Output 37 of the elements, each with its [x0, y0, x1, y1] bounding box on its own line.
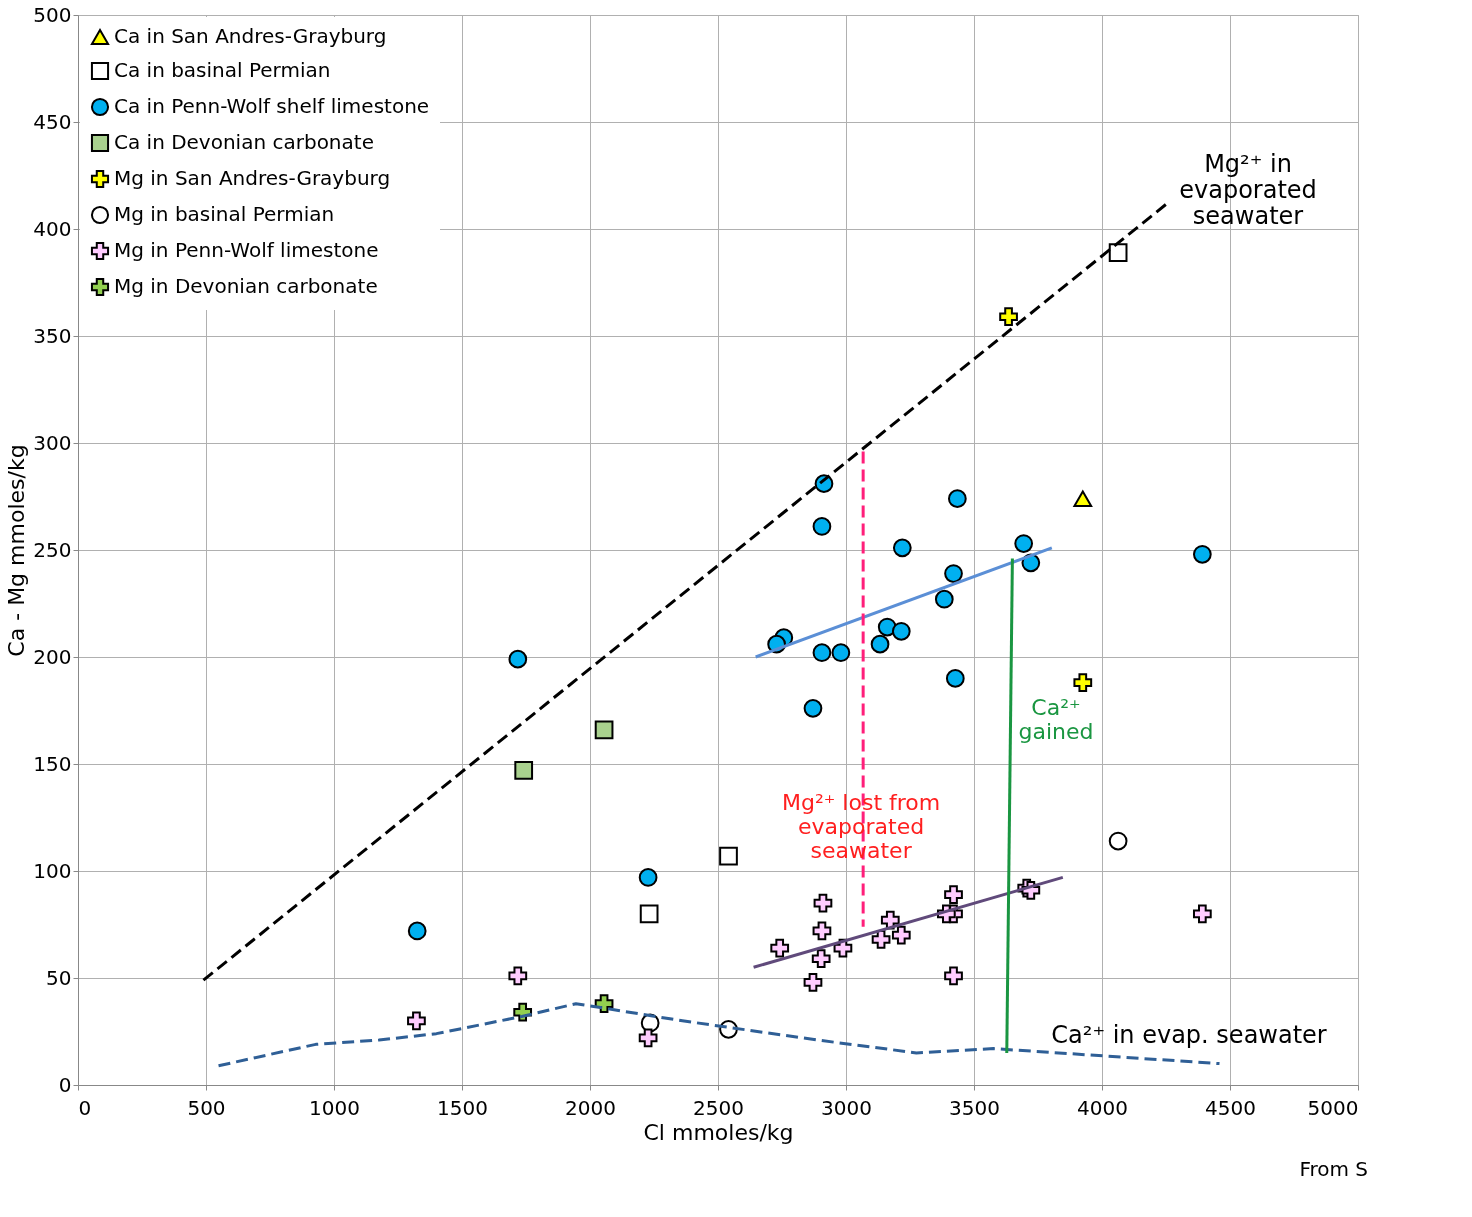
x-tick-label: 4500	[1205, 1095, 1256, 1120]
y-tick-label: 250	[33, 537, 72, 562]
x-tick-label: 3500	[949, 1095, 1000, 1120]
annotation: Ca²⁺ gained	[1018, 695, 1094, 744]
x-tick-label: 4000	[1077, 1095, 1128, 1120]
y-tick-label: 400	[33, 216, 72, 241]
legend-label: Ca in basinal Permian	[114, 58, 331, 82]
x-tick-label: 1500	[437, 1095, 488, 1120]
x-tick-label: 2500	[693, 1095, 744, 1120]
y-tick-label: 50	[46, 965, 72, 990]
legend-label: Ca in Penn-Wolf shelf limestone	[114, 94, 430, 118]
y-tick-label: 500	[33, 2, 72, 27]
y-tick-label: 300	[33, 430, 72, 455]
y-tick-label: 0	[58, 1072, 72, 1097]
legend-label: Mg in Penn-Wolf limestone	[114, 238, 379, 262]
annotation: Ca²⁺ in evap. seawater	[1051, 1021, 1327, 1049]
legend-label: Ca in San Andres-Grayburg	[114, 24, 387, 48]
x-tick-label: 0	[78, 1095, 92, 1120]
legend-label: Ca in Devonian carbonate	[114, 130, 374, 154]
legend-label: Mg in San Andres-Grayburg	[114, 166, 391, 190]
y-tick-label: 450	[33, 109, 72, 134]
x-axis-title: Cl mmoles/kg	[643, 1119, 794, 1145]
y-tick-label: 150	[33, 751, 72, 776]
y-axis-title: Ca - Mg mmoles/kg	[4, 444, 30, 657]
annotation: Mg²⁺ lost from evaporated seawater	[781, 789, 941, 863]
x-tick-label: 500	[187, 1095, 226, 1120]
x-tick-label: 1000	[309, 1095, 360, 1120]
legend-label: Mg in Devonian carbonate	[114, 274, 378, 298]
legend-label: Mg in basinal Permian	[114, 202, 335, 226]
text: From S	[1299, 1157, 1368, 1181]
x-tick-label: 5000	[1307, 1095, 1359, 1120]
x-tick-label: 2000	[565, 1095, 616, 1120]
y-tick-label: 200	[33, 644, 72, 669]
annotation: Mg²⁺ in evaporated seawater	[1179, 150, 1317, 230]
x-tick-label: 3000	[821, 1095, 872, 1120]
y-tick-label: 350	[33, 323, 72, 348]
y-tick-label: 100	[33, 858, 72, 883]
